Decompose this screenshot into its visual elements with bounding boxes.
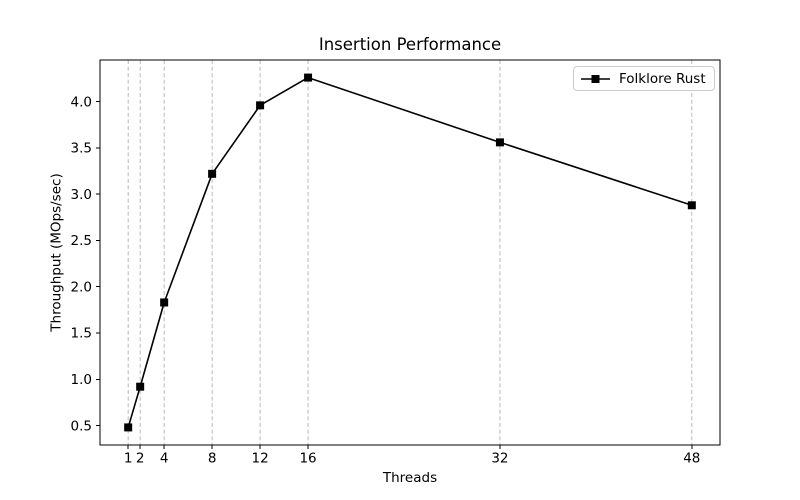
x-tick-label: 1 [124,451,133,467]
data-point-marker [495,138,504,147]
series-line-folklore-rust [127,76,693,428]
legend-line-marker-icon [581,74,610,83]
legend-square-marker [591,74,600,83]
x-tick-label: 12 [252,451,269,467]
y-tick-label: 2.5 [71,233,92,249]
x-tick-label: 2 [136,451,145,467]
y-tick-label: 1.0 [71,372,92,388]
legend: Folklore Rust [573,66,715,91]
x-tick-label: 48 [683,451,700,467]
x-tick-label: 16 [299,451,316,467]
data-point-marker [208,169,217,178]
y-tick-label: 2.0 [71,279,92,295]
legend-label: Folklore Rust [619,70,706,87]
data-point-marker [687,201,696,210]
y-tick-label: 3.5 [71,141,92,157]
data-point-marker [124,423,133,432]
x-tick-label: 8 [208,451,217,467]
y-tick-label: 4.0 [71,94,92,110]
y-tick-label: 1.5 [71,326,92,342]
y-axis-label: Throughput (MOps/sec) [48,173,65,332]
data-point-marker [160,298,169,307]
data-point-marker [304,73,313,82]
x-axis-label: Threads [382,470,438,486]
x-tick-label: 4 [160,451,169,467]
y-tick-label: 3.0 [71,187,92,203]
x-tick-label: 32 [491,451,508,467]
data-point-marker [256,101,265,110]
axes-spines [99,59,721,446]
chart-title: Insertion Performance [318,35,502,54]
y-tick-label: 0.5 [71,418,92,434]
data-point-marker [136,382,145,391]
